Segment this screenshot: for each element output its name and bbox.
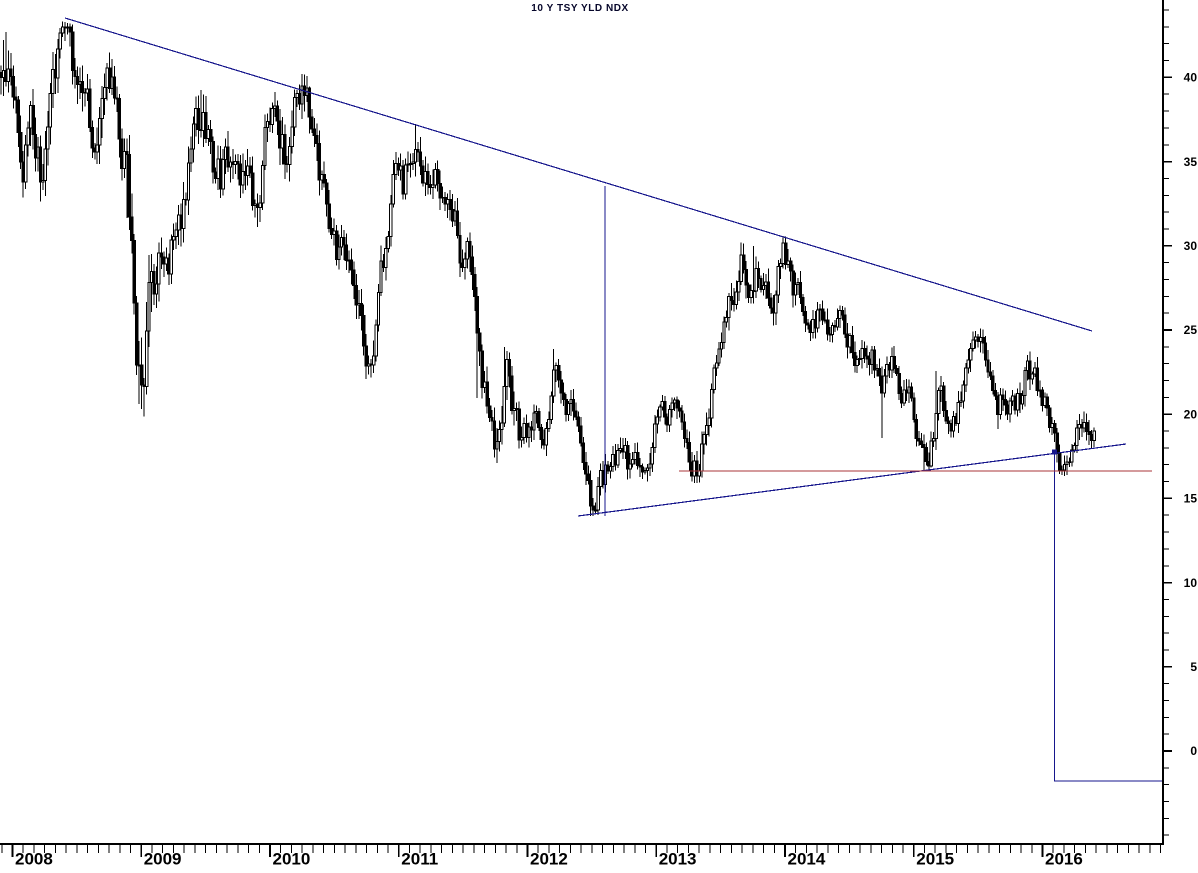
svg-text:2011: 2011 bbox=[401, 850, 438, 869]
svg-text:15: 15 bbox=[1184, 492, 1198, 506]
svg-text:35: 35 bbox=[1184, 155, 1198, 169]
svg-text:2015: 2015 bbox=[916, 850, 954, 869]
svg-text:10 Y TSY YLD NDX: 10 Y TSY YLD NDX bbox=[531, 3, 629, 14]
svg-text:2009: 2009 bbox=[144, 850, 182, 869]
svg-text:0: 0 bbox=[1190, 744, 1197, 758]
svg-text:2014: 2014 bbox=[788, 850, 826, 869]
svg-text:2010: 2010 bbox=[273, 850, 311, 869]
svg-text:30: 30 bbox=[1184, 239, 1198, 253]
svg-text:5: 5 bbox=[1190, 660, 1197, 674]
svg-text:2008: 2008 bbox=[15, 850, 53, 869]
svg-text:40: 40 bbox=[1184, 71, 1198, 85]
svg-text:10: 10 bbox=[1184, 576, 1198, 590]
svg-text:25: 25 bbox=[1184, 323, 1198, 337]
svg-text:2013: 2013 bbox=[659, 850, 697, 869]
svg-text:2016: 2016 bbox=[1045, 850, 1083, 869]
svg-text:2012: 2012 bbox=[530, 850, 568, 869]
svg-text:20: 20 bbox=[1184, 407, 1198, 421]
